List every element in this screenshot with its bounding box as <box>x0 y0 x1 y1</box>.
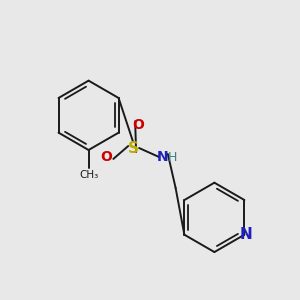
Text: N: N <box>240 227 253 242</box>
Text: O: O <box>132 118 144 132</box>
Text: CH₃: CH₃ <box>79 170 98 180</box>
Text: S: S <box>128 140 139 155</box>
Text: O: O <box>100 150 112 164</box>
Text: H: H <box>168 152 178 164</box>
Text: N: N <box>157 150 169 164</box>
